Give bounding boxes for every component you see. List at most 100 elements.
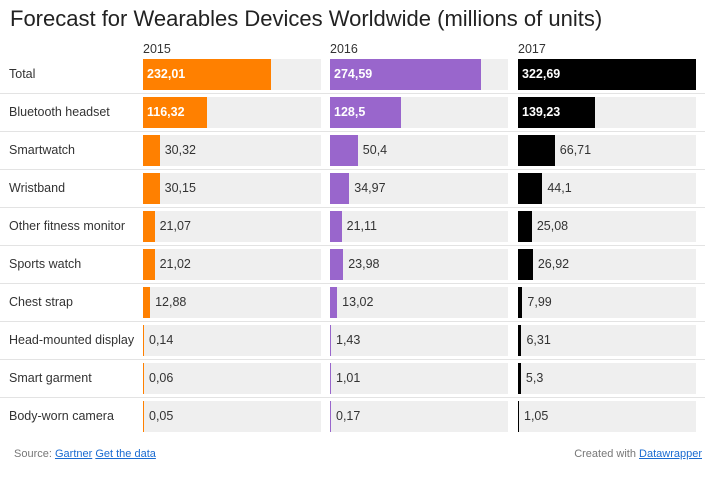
bar-2017 xyxy=(518,363,521,394)
row-separator xyxy=(0,283,705,284)
row-separator xyxy=(0,207,705,208)
bar-2015 xyxy=(143,211,155,242)
bar-2017 xyxy=(518,59,696,90)
value-label: 26,92 xyxy=(537,257,570,271)
bar-cell: 26,92 xyxy=(518,249,696,280)
bar-2016 xyxy=(330,325,331,356)
value-label: 116,32 xyxy=(147,105,185,119)
bar-cell: 50,4 xyxy=(330,135,508,166)
bar-cell: 0,14 xyxy=(143,325,321,356)
value-label: 34,97 xyxy=(354,181,386,195)
get-data-link[interactable]: Get the data xyxy=(95,448,156,460)
bar-2016 xyxy=(330,135,358,166)
bar-cell: 116,32 xyxy=(143,97,321,128)
bar-2017 xyxy=(518,401,519,432)
value-label: 12,88 xyxy=(155,295,187,309)
bar-2015 xyxy=(143,97,208,128)
bar-cell: 21,07 xyxy=(143,211,321,242)
bar-2015 xyxy=(143,401,144,432)
value-label: 1,43 xyxy=(336,333,361,347)
value-label: 21,11 xyxy=(346,219,377,233)
bar-cell: 1,43 xyxy=(330,325,508,356)
bar-2017 xyxy=(518,249,533,280)
bar-2015 xyxy=(143,325,144,356)
chart-title: Forecast for Wearables Devices Worldwide… xyxy=(10,6,603,31)
bar-cell: 12,88 xyxy=(143,287,321,318)
bar-2015 xyxy=(143,135,160,166)
bar-cell: 7,99 xyxy=(518,287,696,318)
created-with-prefix: Created with xyxy=(574,448,636,460)
value-label: 13,02 xyxy=(342,295,374,309)
bar-2016 xyxy=(330,249,344,280)
bar-cell: 128,5 xyxy=(330,97,508,128)
row-label: Chest strap xyxy=(9,295,73,309)
value-label: 21,07 xyxy=(159,219,191,233)
value-label: 0,05 xyxy=(149,409,174,423)
row-label: Smart garment xyxy=(9,371,92,385)
value-label: 0,06 xyxy=(149,371,174,385)
bar-cell: 0,17 xyxy=(330,401,508,432)
bar-cell: 1,05 xyxy=(518,401,696,432)
column-header-2017: 2017 xyxy=(518,42,546,56)
bar-2015 xyxy=(143,173,160,204)
row-label: Other fitness monitor xyxy=(9,219,126,233)
datawrapper-link[interactable]: Datawrapper xyxy=(639,448,702,460)
footer-source: Source: Gartner Get the data xyxy=(14,448,156,460)
bar-2017 xyxy=(518,287,523,318)
column-header-2015: 2015 xyxy=(143,42,171,56)
value-label: 1,01 xyxy=(336,371,361,385)
value-label: 322,69 xyxy=(522,67,561,81)
bar-2016 xyxy=(330,401,331,432)
bar-2017 xyxy=(518,325,522,356)
value-label: 66,71 xyxy=(559,143,592,157)
bar-2015 xyxy=(143,249,155,280)
bar-cell: 6,31 xyxy=(518,325,696,356)
bar-2016 xyxy=(330,59,482,90)
bar-cell: 13,02 xyxy=(330,287,508,318)
value-label: 50,4 xyxy=(362,143,388,157)
value-label: 5,3 xyxy=(525,371,544,385)
row-separator xyxy=(0,93,705,94)
row-separator xyxy=(0,397,705,398)
row-label: Head-mounted display xyxy=(9,333,135,347)
value-label: 25,08 xyxy=(536,219,569,233)
bar-cell: 34,97 xyxy=(330,173,508,204)
bar-cell: 66,71 xyxy=(518,135,696,166)
row-label: Wristband xyxy=(9,181,66,195)
bar-cell: 21,02 xyxy=(143,249,321,280)
value-label: 21,02 xyxy=(159,257,191,271)
value-label: 6,31 xyxy=(526,333,551,347)
bar-2017 xyxy=(518,211,532,242)
bar-cell: 21,11 xyxy=(330,211,508,242)
row-separator xyxy=(0,245,705,246)
value-label: 44,1 xyxy=(547,181,572,195)
footer-credit: Created with Datawrapper xyxy=(574,448,702,460)
value-label: 274,59 xyxy=(334,67,373,81)
bar-2016 xyxy=(330,211,342,242)
source-link-gartner[interactable]: Gartner xyxy=(54,448,93,460)
bar-2017 xyxy=(518,173,543,204)
bar-2016 xyxy=(330,97,401,128)
row-separator xyxy=(0,321,705,322)
bar-cell: 30,15 xyxy=(143,173,321,204)
bar-cell: 30,32 xyxy=(143,135,321,166)
value-label: 128,5 xyxy=(334,105,366,119)
bar-2015 xyxy=(143,59,271,90)
row-label: Sports watch xyxy=(9,257,82,271)
bar-cell: 139,23 xyxy=(518,97,696,128)
row-label: Body-worn camera xyxy=(9,409,114,423)
value-label: 1,05 xyxy=(524,409,549,423)
row-label: Smartwatch xyxy=(9,143,75,157)
bar-cell: 25,08 xyxy=(518,211,696,242)
value-label: 232,01 xyxy=(147,67,186,81)
source-prefix: Source: xyxy=(14,448,52,460)
bar-cell: 232,01 xyxy=(143,59,321,90)
bar-2017 xyxy=(518,135,555,166)
value-label: 23,98 xyxy=(348,257,380,271)
bar-cell: 1,01 xyxy=(330,363,508,394)
bar-2015 xyxy=(143,287,151,318)
value-label: 30,15 xyxy=(164,181,196,195)
column-header-2016: 2016 xyxy=(330,42,358,56)
bar-cell: 0,06 xyxy=(143,363,321,394)
value-label: 0,17 xyxy=(336,409,361,423)
